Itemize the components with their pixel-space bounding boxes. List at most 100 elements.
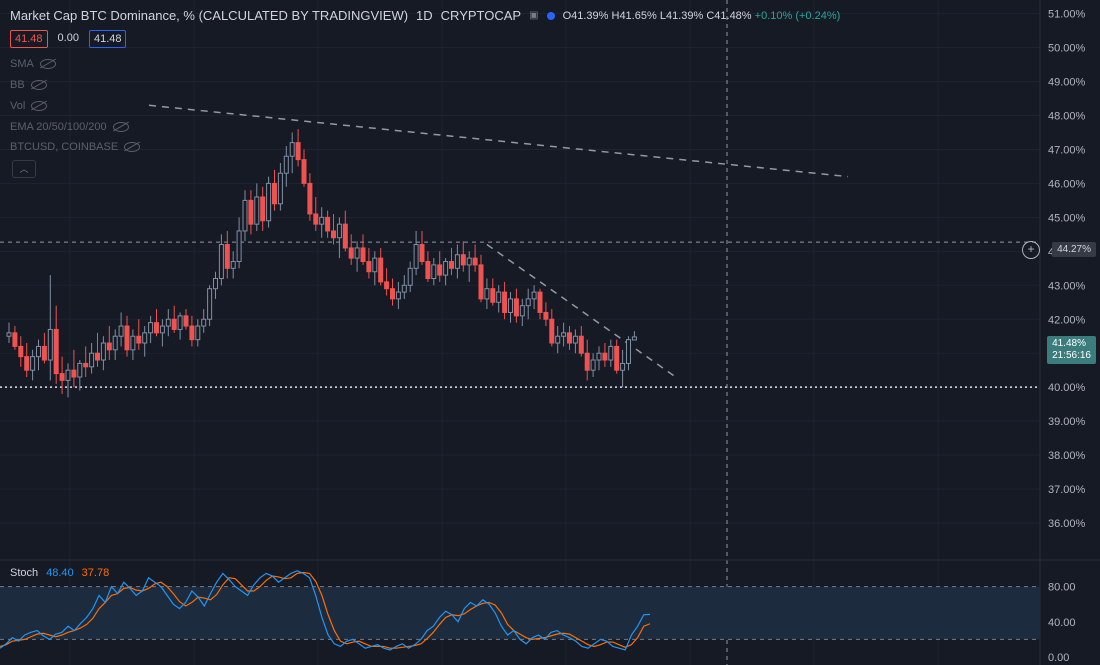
compare-icon[interactable]: ▣ <box>529 10 539 21</box>
candle-body[interactable] <box>177 315 183 330</box>
candle-body[interactable] <box>443 261 449 276</box>
candle-body[interactable] <box>95 352 100 361</box>
candle-body[interactable] <box>277 172 283 205</box>
candle-body[interactable] <box>148 322 154 334</box>
candle-body[interactable] <box>590 359 596 371</box>
candle-body[interactable] <box>89 352 95 368</box>
candle-body[interactable] <box>136 335 142 344</box>
candle-body[interactable] <box>484 288 490 300</box>
candle-body[interactable] <box>614 345 620 371</box>
candle-body[interactable] <box>384 281 390 290</box>
candle-body[interactable] <box>47 328 53 361</box>
candle-body[interactable] <box>24 356 30 371</box>
candle-body[interactable] <box>36 345 41 358</box>
candle-body[interactable] <box>248 199 254 225</box>
indicator-bb[interactable]: BB <box>10 79 47 91</box>
candle-body[interactable] <box>543 311 549 320</box>
candle-body[interactable] <box>578 335 584 354</box>
candle-body[interactable] <box>6 332 12 337</box>
candle-body[interactable] <box>319 216 325 225</box>
candle-body[interactable] <box>425 261 431 279</box>
candle-body[interactable] <box>602 352 608 361</box>
candle-body[interactable] <box>242 199 248 232</box>
candle-body[interactable] <box>159 325 165 334</box>
candle-body[interactable] <box>236 230 242 263</box>
candle-body[interactable] <box>537 291 543 313</box>
stoch-k-line[interactable] <box>0 570 651 651</box>
candle-body[interactable] <box>189 325 195 341</box>
candle-body[interactable] <box>201 318 207 327</box>
exchange-label[interactable]: CRYPTOCAP <box>440 8 522 23</box>
candle-body[interactable] <box>224 244 230 269</box>
candle-body[interactable] <box>301 159 307 184</box>
candle-body[interactable] <box>584 352 590 371</box>
trendline[interactable] <box>148 104 849 178</box>
candle-body[interactable] <box>478 264 484 300</box>
candle-body[interactable] <box>354 247 360 259</box>
candle-body[interactable] <box>360 247 366 263</box>
hidden-eye-icon[interactable] <box>39 59 56 69</box>
candle-body[interactable] <box>366 261 372 273</box>
candle-body[interactable] <box>213 278 218 290</box>
candle-body[interactable] <box>218 244 224 280</box>
candle-body[interactable] <box>407 267 413 286</box>
candle-body[interactable] <box>472 257 478 266</box>
indicator-ema[interactable]: EMA 20/50/100/200 <box>10 121 129 133</box>
candle-body[interactable] <box>325 216 331 232</box>
candle-body[interactable] <box>336 223 342 239</box>
candle-body[interactable] <box>118 325 124 337</box>
candle-body[interactable] <box>631 336 637 341</box>
candle-body[interactable] <box>572 335 578 344</box>
add-alert-plus-icon[interactable]: + <box>1022 241 1040 259</box>
candle-body[interactable] <box>183 315 189 327</box>
candle-body[interactable] <box>254 196 260 225</box>
candle-body[interactable] <box>596 352 602 361</box>
candle-body[interactable] <box>372 257 378 273</box>
hidden-eye-icon[interactable] <box>31 101 48 111</box>
stoch-label[interactable]: Stoch <box>10 567 39 579</box>
candle-body[interactable] <box>626 339 631 364</box>
candle-body[interactable] <box>342 223 348 249</box>
candle-body[interactable] <box>154 322 159 334</box>
indicator-btcusd[interactable]: BTCUSD, COINBASE <box>10 141 141 153</box>
candle-body[interactable] <box>419 244 425 263</box>
candle-body[interactable] <box>502 291 508 313</box>
candle-body[interactable] <box>30 356 36 371</box>
candle-body[interactable] <box>567 332 572 344</box>
hidden-eye-icon[interactable] <box>124 142 141 152</box>
candle-body[interactable] <box>519 305 525 317</box>
hidden-eye-icon[interactable] <box>112 122 129 132</box>
interval-label[interactable]: 1D <box>416 8 433 23</box>
candle-body[interactable] <box>65 369 71 381</box>
candle-body[interactable] <box>71 369 77 378</box>
candle-body[interactable] <box>331 230 336 239</box>
candle-body[interactable] <box>620 362 626 371</box>
candle-body[interactable] <box>378 257 384 283</box>
candle-body[interactable] <box>207 288 213 320</box>
candle-body[interactable] <box>195 325 201 341</box>
candle-body[interactable] <box>348 247 354 259</box>
hidden-eye-icon[interactable] <box>30 80 47 90</box>
candle-body[interactable] <box>171 318 177 330</box>
candle-body[interactable] <box>77 362 83 378</box>
candle-body[interactable] <box>142 332 148 344</box>
ask-value[interactable]: 41.48 <box>88 30 127 48</box>
candle-body[interactable] <box>100 342 106 361</box>
candle-body[interactable] <box>112 335 118 351</box>
candle-body[interactable] <box>449 261 454 269</box>
candle-body[interactable] <box>83 362 89 368</box>
candle-body[interactable] <box>59 373 65 381</box>
candle-body[interactable] <box>561 332 567 337</box>
candle-body[interactable] <box>272 182 277 205</box>
candle-body[interactable] <box>454 254 460 269</box>
candle-body[interactable] <box>508 298 513 313</box>
candle-body[interactable] <box>437 264 443 276</box>
indicator-sma[interactable]: SMA <box>10 58 56 70</box>
candle-body[interactable] <box>165 318 171 327</box>
collapse-legend-button[interactable]: ︿ <box>12 160 36 178</box>
candle-body[interactable] <box>525 298 531 307</box>
candle-body[interactable] <box>531 291 537 300</box>
candle-body[interactable] <box>401 284 407 293</box>
candle-body[interactable] <box>124 325 130 351</box>
candle-body[interactable] <box>395 291 401 300</box>
